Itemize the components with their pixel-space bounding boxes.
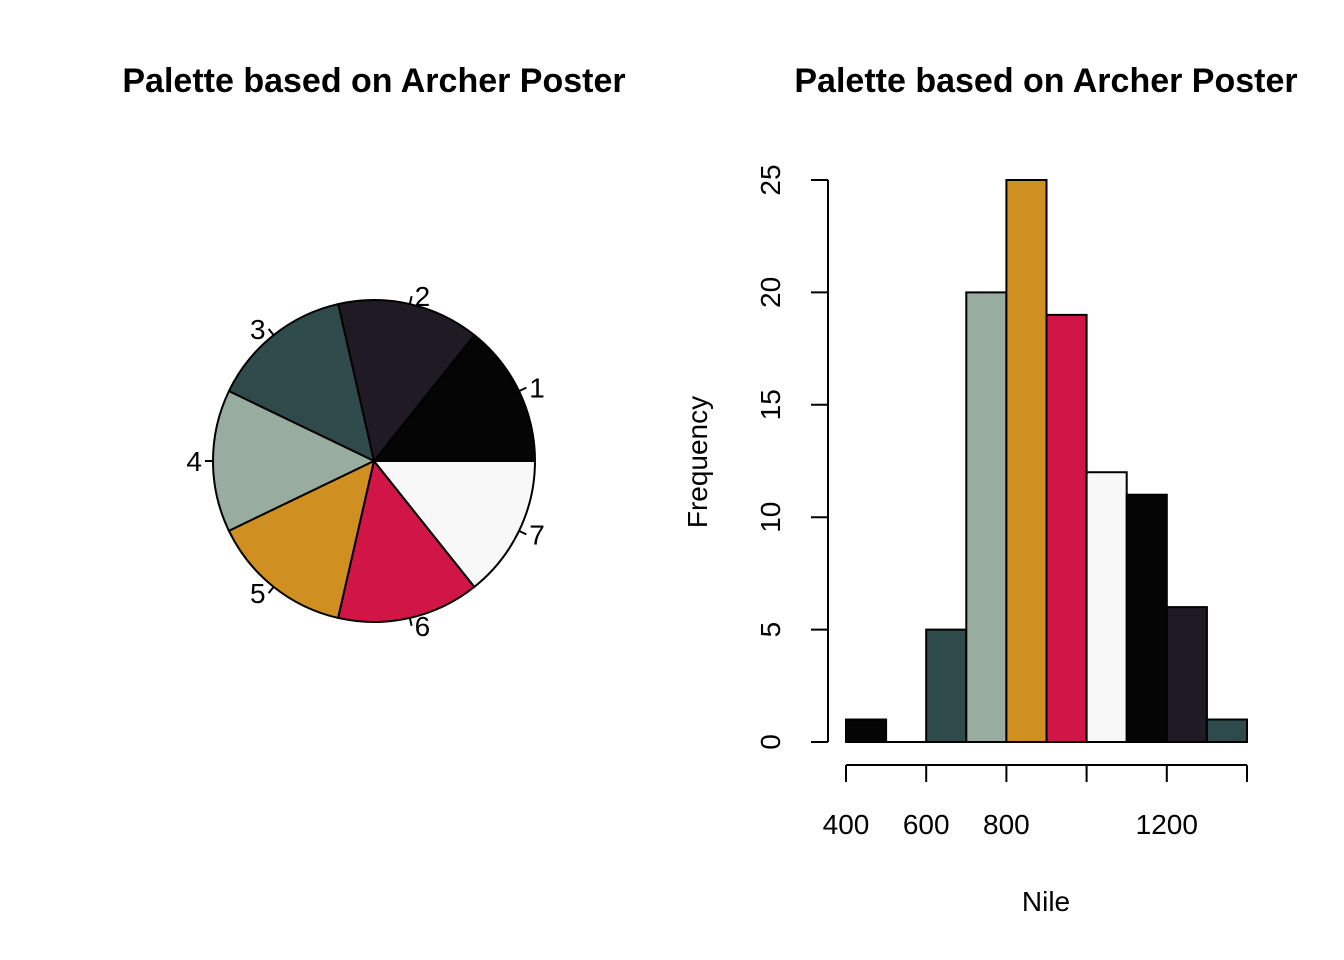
pie-label: 2 [415, 281, 431, 312]
y-tick-label: 20 [755, 277, 786, 308]
histogram-bar [925, 628, 968, 743]
pie-slices [211, 299, 537, 623]
pie-label-tick [267, 328, 275, 336]
histogram-bar [845, 718, 888, 744]
pie-labels: 1 2 3 4 5 6 7 [186, 281, 545, 642]
pie-panel: Palette based on Archer Poster 1 2 3 4 5 6 7 [122, 62, 625, 642]
histogram-bar [1125, 493, 1168, 743]
pie-slice-6 [336, 458, 476, 623]
pie-label-tick [518, 529, 527, 536]
histogram-bar [1005, 179, 1048, 743]
pie-slice-1 [371, 333, 537, 462]
pie-label-tick [408, 617, 413, 627]
pie-label-tick [408, 295, 413, 305]
x-axis: 400 600 800 1200 [823, 764, 1248, 840]
pie-label: 1 [529, 373, 545, 404]
y-tick-label: 25 [755, 164, 786, 195]
pie-label-tick [267, 586, 275, 594]
histogram-bar [1045, 313, 1088, 743]
histogram-bar [1165, 606, 1208, 743]
y-axis: 0 5 10 15 20 25 [755, 164, 829, 750]
pie-label: 5 [250, 578, 266, 609]
y-axis-label: Frequency [682, 396, 713, 528]
y-tick-label: 5 [755, 622, 786, 638]
x-tick-label: 600 [903, 809, 950, 840]
histogram-bar [965, 291, 1008, 743]
y-tick-label: 15 [755, 389, 786, 420]
pie-title: Palette based on Archer Poster [122, 62, 625, 100]
histogram-panel: Palette based on Archer Poster 0 5 10 15 20 2… [682, 62, 1298, 917]
histogram-bars [845, 179, 1249, 744]
x-axis-label: Nile [1022, 886, 1070, 917]
histogram-title: Palette based on Archer Poster [794, 62, 1297, 100]
pie-label-tick [518, 386, 527, 393]
pie-slice-2 [336, 299, 476, 464]
histogram-bar [1085, 471, 1128, 743]
pie-slice-7 [371, 460, 537, 589]
pie-label: 4 [186, 446, 202, 477]
x-tick-label: 400 [823, 809, 870, 840]
x-tick-label: 1200 [1136, 809, 1198, 840]
pie-label: 7 [529, 519, 545, 550]
y-tick-label: 10 [755, 502, 786, 533]
y-tick-label: 0 [755, 734, 786, 750]
pie-label: 3 [250, 314, 266, 345]
pie-label: 6 [415, 611, 431, 642]
histogram-bar [1205, 718, 1249, 744]
x-tick-label: 800 [983, 809, 1030, 840]
